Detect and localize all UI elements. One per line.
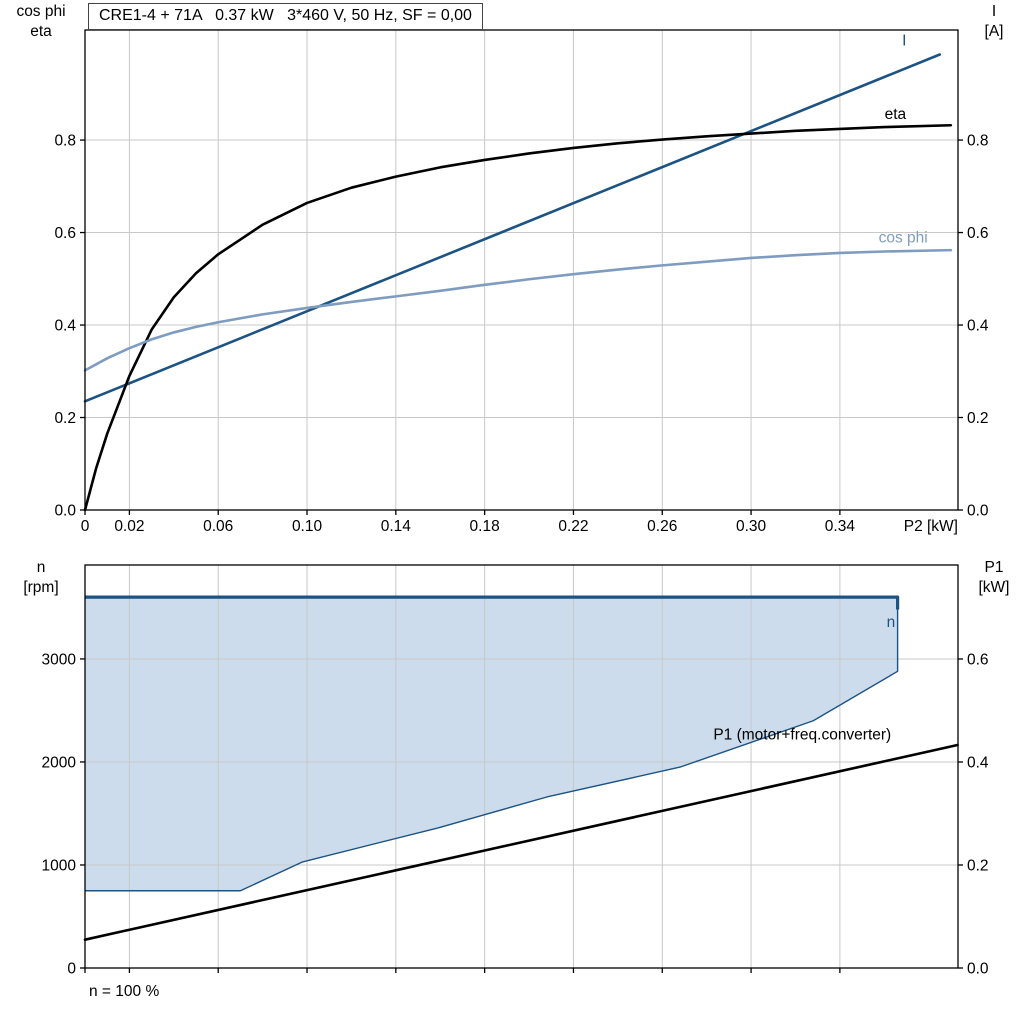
curve-label-n: n <box>887 614 896 631</box>
speed-percentage-note: n = 100 % <box>89 983 160 1000</box>
curve-label-p1-motor-freq-converter: P1 (motor+freq.converter) <box>713 726 891 743</box>
svg-text:0.02: 0.02 <box>114 518 144 535</box>
axis-tick-marks <box>80 139 963 515</box>
right-axis-title-line2: [A] <box>984 23 1004 40</box>
operating-range-fill <box>85 597 898 891</box>
chart-title: CRE1-4 + 71A 0.37 kW 3*460 V, 50 Hz, SF … <box>88 3 483 30</box>
svg-text:0.2: 0.2 <box>54 410 76 427</box>
svg-text:0.4: 0.4 <box>967 754 989 771</box>
svg-text:0.2: 0.2 <box>967 857 989 874</box>
svg-text:0.6: 0.6 <box>967 225 989 242</box>
left-axis-title-line2: eta <box>30 23 52 40</box>
curve-label-eta: eta <box>885 106 907 123</box>
curve-cos-phi <box>83 248 953 372</box>
curve-i <box>83 53 942 403</box>
p2-curves-chart: 0 0.02 0.06 0.10 0.14 0.18 0.22 0.26 0.30 0.34 0.0… <box>54 29 989 535</box>
svg-text:3000: 3000 <box>42 651 77 668</box>
svg-text:0.14: 0.14 <box>381 518 412 535</box>
max-speed-line <box>85 595 900 610</box>
gridlines <box>85 30 958 510</box>
curve-labels: P1 (motor+freq.converter) n <box>713 614 895 743</box>
power-axis-title-line1: P1 <box>984 559 1004 576</box>
x-axis-label: P2 [kW] <box>904 518 958 535</box>
svg-text:0.30: 0.30 <box>736 518 767 535</box>
tick-labels: 0 0.02 0.06 0.10 0.14 0.18 0.22 0.26 0.30 0.34 0.0… <box>54 133 988 535</box>
gridlines <box>85 565 958 968</box>
svg-text:0.18: 0.18 <box>470 518 500 535</box>
svg-text:0: 0 <box>67 961 76 978</box>
svg-text:0.4: 0.4 <box>967 318 989 335</box>
curve-label-i: I <box>902 32 906 49</box>
svg-text:2000: 2000 <box>42 754 77 771</box>
svg-text:1000: 1000 <box>42 857 77 874</box>
svg-text:0.0: 0.0 <box>54 503 76 520</box>
speed-axis-title-line1: n <box>36 559 46 576</box>
svg-text:0.10: 0.10 <box>292 518 323 535</box>
svg-text:0.6: 0.6 <box>54 225 76 242</box>
svg-text:0.6: 0.6 <box>967 651 989 668</box>
bottom-chart-left-axis-title: n [rpm] <box>0 558 82 598</box>
operating-range-border <box>85 596 899 892</box>
power-axis-title-line2: [kW] <box>978 579 1010 596</box>
plot-frame <box>84 564 959 969</box>
tick-labels: 0 1000 2000 3000 0.0 0.2 0.4 0.6 <box>42 651 989 977</box>
svg-text:0.2: 0.2 <box>967 410 989 427</box>
plot-frame <box>84 29 959 511</box>
svg-text:0.8: 0.8 <box>967 133 989 150</box>
svg-text:0.0: 0.0 <box>967 961 989 978</box>
svg-text:0.26: 0.26 <box>647 518 677 535</box>
svg-text:0.22: 0.22 <box>558 518 588 535</box>
curve-label-cos-phi: cos phi <box>879 230 928 247</box>
curve-p1-motor-freq-converter <box>83 743 959 941</box>
top-chart-left-axis-title: cos phi eta <box>0 2 82 42</box>
left-axis-title-line1: cos phi <box>16 3 66 20</box>
axis-tick-marks <box>80 658 963 973</box>
svg-text:0.4: 0.4 <box>54 318 76 335</box>
speed-axis-title-line2: [rpm] <box>23 579 59 596</box>
curve-eta <box>83 123 953 512</box>
svg-text:0.0: 0.0 <box>967 503 989 520</box>
svg-text:0: 0 <box>81 518 90 535</box>
speed-range-chart: 0 1000 2000 3000 0.0 0.2 0.4 0.6 P1 (motor+freq.… <box>42 564 989 978</box>
svg-text:0.34: 0.34 <box>825 518 856 535</box>
right-axis-title-line1: I <box>991 3 997 20</box>
bottom-chart-right-axis-title: P1 [kW] <box>964 558 1024 598</box>
top-chart-right-axis-title: I [A] <box>964 2 1024 42</box>
svg-text:0.8: 0.8 <box>54 133 76 150</box>
svg-text:0.06: 0.06 <box>203 518 233 535</box>
